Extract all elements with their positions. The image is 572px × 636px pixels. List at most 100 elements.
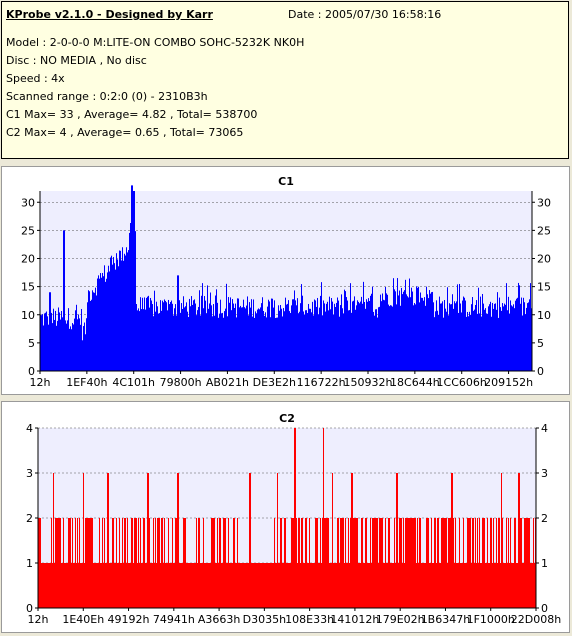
chart-bar — [47, 563, 48, 608]
chart-bar — [461, 312, 462, 371]
chart-bar — [156, 563, 157, 608]
chart-bar — [294, 290, 295, 371]
chart-bar — [56, 518, 57, 608]
chart-bar — [506, 283, 507, 371]
chart-bar — [351, 312, 352, 371]
chart-bar — [288, 300, 289, 371]
chart-bar — [339, 316, 340, 371]
chart-bar — [64, 230, 65, 371]
chart-bar — [505, 304, 506, 371]
chart-bar — [229, 563, 230, 608]
chart-bar — [52, 323, 53, 371]
chart-bar — [88, 518, 89, 608]
chart-bar — [191, 296, 192, 371]
chart-bar — [464, 297, 465, 371]
chart-bar — [95, 287, 96, 371]
chart-bar — [142, 563, 143, 608]
chart-bar — [152, 304, 153, 371]
chart-bar — [327, 518, 328, 608]
chart-bar — [271, 298, 272, 371]
y-tick-label-right: 20 — [537, 253, 551, 266]
chart-bar — [110, 563, 111, 608]
chart-bar — [129, 563, 130, 608]
chart-bar — [209, 303, 210, 371]
chart-bar — [178, 275, 179, 371]
chart-bar — [396, 473, 397, 608]
chart-bar — [382, 518, 383, 608]
y-tick-label-right: 2 — [541, 512, 548, 525]
chart-bar — [54, 319, 55, 371]
chart-bar — [255, 563, 256, 608]
chart-bar — [348, 518, 349, 608]
chart-bar — [308, 563, 309, 608]
chart-bar — [454, 301, 455, 371]
chart-bar — [302, 295, 303, 371]
chart-bar — [331, 563, 332, 608]
chart-bar — [217, 302, 218, 371]
c2-chart: C2 0 0 1 1 2 2 3 3 4 4 12h 1E40Eh 49192h 74941h A3663h D… — [26, 412, 561, 626]
chart-bar — [321, 282, 322, 371]
chart-bar — [488, 306, 489, 371]
chart-bar — [474, 563, 475, 608]
chart-bar — [445, 518, 446, 608]
chart-bar — [527, 518, 528, 608]
chart-bar — [294, 428, 295, 608]
chart-bar — [497, 292, 498, 371]
chart-bar — [491, 518, 492, 608]
chart-bar — [352, 473, 353, 608]
chart-bar — [419, 518, 420, 608]
chart-bar — [266, 563, 267, 608]
chart-bar — [40, 518, 41, 608]
chart-bar — [523, 297, 524, 371]
chart-bar — [264, 315, 265, 371]
chart-bar — [361, 296, 362, 371]
chart-bar — [120, 563, 121, 608]
chart-bar — [510, 300, 511, 371]
chart-bar — [484, 309, 485, 371]
chart-bar — [446, 518, 447, 608]
x-tick-label: A3663h — [198, 613, 241, 626]
chart-bar — [393, 563, 394, 608]
chart-bar — [455, 518, 456, 608]
chart-bar — [500, 307, 501, 371]
chart-bar — [439, 296, 440, 371]
chart-bar — [276, 563, 277, 608]
chart-bar — [315, 300, 316, 371]
chart-bar — [456, 563, 457, 608]
c2-chart-panel: C2 0 0 1 1 2 2 3 3 4 4 12h 1E40Eh 49192h 74941h A3663h D… — [1, 401, 570, 633]
chart-bar — [253, 563, 254, 608]
chart-bar — [262, 563, 263, 608]
chart-bar — [140, 518, 141, 608]
chart-bar — [488, 563, 489, 608]
chart-bar — [407, 518, 408, 608]
chart-bar — [155, 311, 156, 371]
chart-bar — [177, 473, 178, 608]
chart-bar — [226, 283, 227, 371]
chart-bar — [216, 289, 217, 371]
chart-bar — [198, 306, 199, 371]
chart-bar — [329, 563, 330, 608]
chart-bar — [278, 305, 279, 371]
chart-bar — [342, 518, 343, 608]
y-tick-label-right: 30 — [537, 196, 551, 209]
chart-bar — [301, 518, 302, 608]
chart-bar — [514, 308, 515, 371]
chart-bar — [252, 563, 253, 608]
chart-bar — [525, 314, 526, 371]
chart-bar — [473, 310, 474, 371]
x-tick-label: 150932h — [344, 376, 393, 389]
chart-bar — [230, 297, 231, 371]
chart-bar — [529, 299, 530, 371]
y-tick-label-right: 0 — [541, 602, 548, 615]
chart-bar — [324, 518, 325, 608]
chart-bar — [409, 278, 410, 371]
y-tick-label-left: 25 — [21, 224, 35, 237]
chart-bar — [481, 316, 482, 371]
chart-bar — [131, 518, 132, 608]
chart-bar — [505, 563, 506, 608]
chart-bar — [134, 191, 135, 371]
chart-bar — [475, 304, 476, 371]
chart-bar — [314, 563, 315, 608]
chart-bar — [67, 563, 68, 608]
chart-bar — [482, 518, 483, 608]
